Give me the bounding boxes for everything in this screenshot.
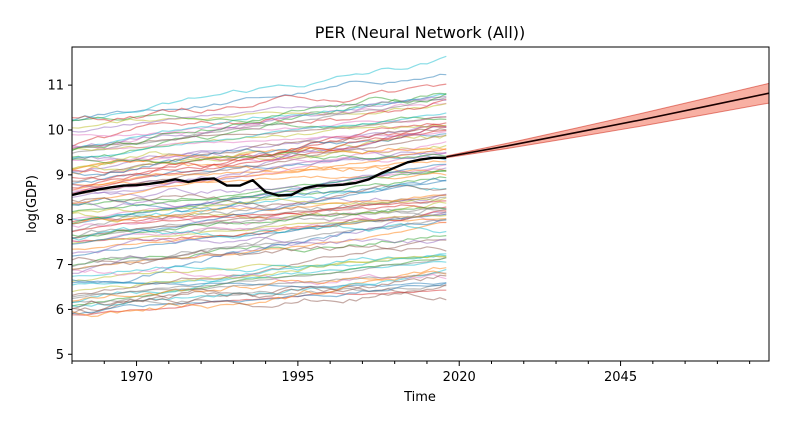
country-line: [72, 219, 447, 284]
country-line: [72, 222, 447, 241]
country-line: [72, 152, 447, 198]
country-line: [72, 183, 447, 221]
country-line: [72, 135, 447, 196]
country-line: [72, 284, 447, 305]
country-line: [72, 184, 447, 207]
country-line: [72, 128, 447, 182]
country-line: [72, 200, 447, 233]
country-line: [72, 194, 447, 225]
country-line: [72, 213, 447, 257]
country-line: [72, 98, 447, 148]
country-line: [72, 93, 447, 152]
highlight-layer: [72, 156, 447, 197]
country-line: [72, 255, 447, 293]
country-line: [72, 129, 447, 195]
country-line: [72, 112, 447, 159]
x-tick-label: 2045: [604, 370, 637, 385]
country-line: [72, 133, 447, 177]
country-line: [72, 95, 447, 133]
country-line: [72, 83, 447, 122]
country-line: [72, 194, 447, 239]
country-line: [72, 179, 447, 245]
country-line: [72, 221, 447, 270]
country-line: [72, 131, 447, 150]
country-line: [72, 236, 447, 254]
country-line: [72, 144, 447, 172]
country-line: [72, 214, 447, 244]
country-line: [72, 208, 447, 268]
y-axis-label: log(GDP): [25, 175, 40, 233]
forecast-median-line: [446, 92, 769, 158]
x-tick-label: 1995: [281, 370, 314, 385]
y-tick-label: 10: [47, 123, 64, 138]
country-line: [72, 206, 447, 237]
country-line: [72, 125, 447, 181]
country-line: [72, 197, 447, 214]
country-line: [72, 204, 447, 223]
series-layer: [72, 55, 447, 318]
highlight-series-line: [72, 156, 447, 197]
chart-title: PER (Neural Network (All)): [315, 23, 526, 42]
x-tick-label: 2020: [443, 370, 476, 385]
plot-frame: [71, 46, 770, 362]
country-line: [72, 55, 447, 122]
y-axis-ticks: 5 6 7 8 9 10 11: [47, 79, 72, 363]
y-tick-label: 7: [56, 258, 64, 273]
country-line: [72, 167, 447, 198]
forecast-upper-line: [446, 82, 769, 157]
y-tick-label: 9: [56, 168, 64, 183]
x-axis-label: Time: [403, 390, 436, 405]
country-line: [72, 235, 447, 267]
plot-area: [72, 47, 769, 361]
country-line: [72, 266, 447, 286]
country-line: [72, 254, 447, 303]
y-tick-label: 8: [56, 213, 64, 228]
country-line: [72, 147, 447, 204]
x-tick-label: 1970: [120, 370, 153, 385]
y-tick-label: 11: [47, 79, 64, 94]
country-line: [72, 244, 447, 266]
country-line: [72, 282, 447, 315]
forecast-layer: [446, 82, 769, 159]
country-line: [72, 163, 447, 225]
x-axis-ticks: 1970 1995 2020 2045: [71, 361, 751, 385]
country-line: [72, 274, 447, 310]
country-line: [72, 93, 447, 151]
country-line: [72, 176, 447, 206]
country-line: [72, 270, 447, 302]
forecast-lower-line: [446, 102, 769, 159]
y-tick-label: 5: [56, 348, 64, 363]
y-tick-label: 6: [56, 303, 64, 318]
country-line: [72, 272, 447, 298]
